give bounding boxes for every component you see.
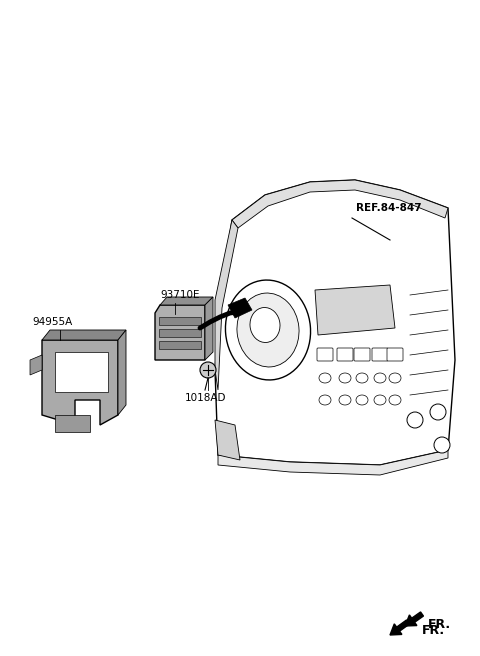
FancyBboxPatch shape xyxy=(317,348,333,361)
Ellipse shape xyxy=(319,395,331,405)
FancyBboxPatch shape xyxy=(387,348,403,361)
FancyBboxPatch shape xyxy=(372,348,388,361)
FancyArrow shape xyxy=(405,612,423,626)
Polygon shape xyxy=(155,305,205,360)
FancyBboxPatch shape xyxy=(337,348,353,361)
Ellipse shape xyxy=(319,373,331,383)
Circle shape xyxy=(200,362,216,378)
Ellipse shape xyxy=(374,395,386,405)
Polygon shape xyxy=(55,415,90,432)
Ellipse shape xyxy=(339,395,351,405)
Ellipse shape xyxy=(237,293,299,367)
Ellipse shape xyxy=(389,373,401,383)
Polygon shape xyxy=(218,450,448,475)
Polygon shape xyxy=(215,420,240,460)
Polygon shape xyxy=(42,330,126,340)
Polygon shape xyxy=(232,180,448,228)
Text: 94955A: 94955A xyxy=(32,317,72,327)
Ellipse shape xyxy=(226,280,311,380)
Polygon shape xyxy=(205,297,213,360)
Text: FR.: FR. xyxy=(428,619,451,632)
Ellipse shape xyxy=(389,395,401,405)
Bar xyxy=(159,341,201,349)
Text: 93710E: 93710E xyxy=(160,290,200,300)
Ellipse shape xyxy=(339,373,351,383)
Polygon shape xyxy=(42,340,118,425)
Polygon shape xyxy=(215,220,238,390)
Polygon shape xyxy=(30,355,42,375)
Polygon shape xyxy=(228,298,252,318)
Polygon shape xyxy=(315,285,395,335)
Ellipse shape xyxy=(356,373,368,383)
FancyArrow shape xyxy=(390,620,409,635)
Polygon shape xyxy=(118,330,126,415)
Ellipse shape xyxy=(250,308,280,342)
Polygon shape xyxy=(160,297,213,305)
Text: REF.84-847: REF.84-847 xyxy=(356,203,421,213)
Circle shape xyxy=(434,437,450,453)
Text: 1018AD: 1018AD xyxy=(185,393,227,403)
Ellipse shape xyxy=(356,395,368,405)
Bar xyxy=(159,317,201,325)
Circle shape xyxy=(407,412,423,428)
Polygon shape xyxy=(55,352,108,392)
Bar xyxy=(159,329,201,337)
Ellipse shape xyxy=(374,373,386,383)
Text: FR.: FR. xyxy=(422,623,445,636)
FancyBboxPatch shape xyxy=(354,348,370,361)
Circle shape xyxy=(430,404,446,420)
Polygon shape xyxy=(215,180,455,465)
